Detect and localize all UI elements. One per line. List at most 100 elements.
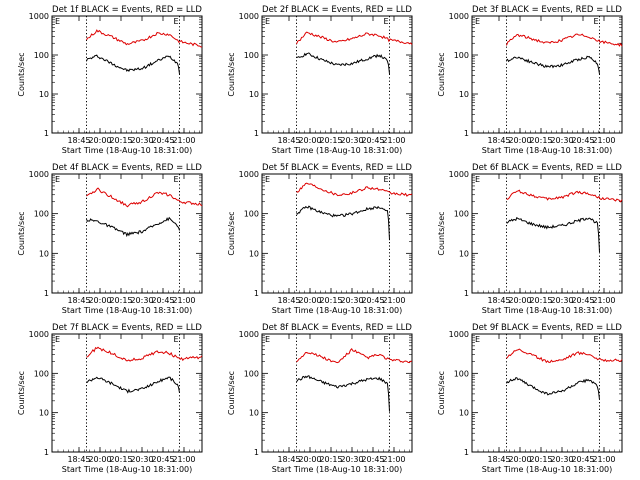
x-tick-label: 20:45 — [151, 136, 174, 145]
y-tick-label: 1000 — [449, 12, 469, 21]
y-tick-label: 10 — [39, 249, 49, 258]
x-tick-label: 20:00 — [298, 455, 321, 464]
x-tick-label: 20:00 — [508, 136, 531, 145]
y-tick-label: 1000 — [449, 330, 469, 339]
x-tick-label: 20:45 — [151, 455, 174, 464]
y-tick-label: 100 — [34, 369, 49, 378]
y-tick-label: 100 — [454, 51, 469, 60]
x-tick-label: 20:45 — [361, 136, 384, 145]
e-marker: E — [55, 335, 60, 344]
x-tick-label: 20:00 — [298, 136, 321, 145]
y-tick-label: 100 — [34, 51, 49, 60]
e-marker: E — [174, 17, 179, 26]
chart-panel-2: Det 2f BLACK = Events, RED = LLD 1 10 100 10… — [227, 5, 413, 155]
y-axis-label: Counts/sec — [17, 52, 26, 96]
x-tick-label: 18:45 — [487, 296, 510, 305]
chart-title: Det 1f BLACK = Events, RED = LLD — [52, 5, 202, 15]
x-tick-label: 20:00 — [508, 296, 531, 305]
y-tick-label: 1 — [254, 129, 259, 138]
chart-title: Det 2f BLACK = Events, RED = LLD — [262, 5, 412, 15]
x-axis-label: Start Time (18-Aug-10 18:31:00) — [272, 306, 403, 315]
y-tick-label: 1000 — [239, 12, 259, 21]
x-tick-label: 21:00 — [592, 455, 615, 464]
y-tick-label: 1000 — [239, 330, 259, 339]
e-marker: E — [594, 17, 599, 26]
chart-panel-1: Det 1f BLACK = Events, RED = LLD 1 10 100 10… — [17, 5, 203, 155]
plot-frame — [51, 15, 203, 134]
plot-frame — [261, 15, 413, 134]
plot-frame — [51, 333, 203, 453]
x-axis-label: Start Time (18-Aug-10 18:31:00) — [272, 465, 403, 474]
y-tick-label: 100 — [244, 51, 259, 60]
x-axis-label: Start Time (18-Aug-10 18:31:00) — [62, 146, 193, 155]
y-tick-label: 1 — [254, 448, 259, 457]
y-tick-label: 1000 — [239, 170, 259, 179]
x-tick-label: 20:15 — [319, 136, 342, 145]
y-tick-label: 1000 — [449, 170, 469, 179]
x-tick-label: 21:00 — [382, 455, 405, 464]
x-tick-label: 18:45 — [277, 455, 300, 464]
x-tick-label: 20:00 — [508, 455, 531, 464]
x-tick-label: 20:00 — [298, 296, 321, 305]
lld-series-line — [506, 189, 623, 203]
x-tick-label: 20:30 — [340, 136, 363, 145]
e-marker: E — [174, 335, 179, 344]
y-axis-label: Counts/sec — [437, 52, 446, 96]
x-tick-label: 18:45 — [277, 296, 300, 305]
x-axis-label: Start Time (18-Aug-10 18:31:00) — [482, 306, 613, 315]
lld-series-line — [506, 348, 623, 364]
chart-title: Det 7f BLACK = Events, RED = LLD — [52, 323, 202, 333]
e-marker: E — [475, 175, 480, 184]
x-tick-label: 20:00 — [88, 136, 111, 145]
x-tick-label: 18:45 — [67, 296, 90, 305]
y-tick-label: 100 — [244, 369, 259, 378]
e-marker: E — [55, 175, 60, 184]
x-tick-label: 20:15 — [109, 296, 132, 305]
y-tick-label: 10 — [39, 90, 49, 99]
y-tick-label: 10 — [249, 90, 259, 99]
e-marker: E — [594, 175, 599, 184]
e-marker: E — [265, 17, 270, 26]
x-tick-label: 20:15 — [109, 455, 132, 464]
y-tick-label: 1 — [44, 448, 49, 457]
y-axis-label: Counts/sec — [437, 371, 446, 415]
y-tick-label: 1 — [44, 289, 49, 298]
x-tick-label: 18:45 — [277, 136, 300, 145]
events-series-line — [296, 52, 390, 75]
x-tick-label: 21:00 — [382, 136, 405, 145]
x-tick-label: 20:15 — [529, 136, 552, 145]
y-tick-label: 1 — [44, 129, 49, 138]
x-tick-label: 20:30 — [340, 296, 363, 305]
events-series-line — [506, 55, 600, 75]
x-tick-label: 20:00 — [88, 455, 111, 464]
events-series-line — [506, 216, 600, 253]
y-tick-label: 10 — [249, 249, 259, 258]
plot-frame — [471, 173, 623, 294]
x-axis-label: Start Time (18-Aug-10 18:31:00) — [482, 465, 613, 474]
x-tick-label: 20:30 — [550, 296, 573, 305]
x-tick-label: 20:15 — [529, 296, 552, 305]
chart-title: Det 3f BLACK = Events, RED = LLD — [472, 5, 622, 15]
lld-series-line — [296, 347, 412, 364]
lld-series-line — [296, 182, 413, 197]
y-tick-label: 10 — [249, 409, 259, 418]
x-tick-label: 20:45 — [571, 455, 594, 464]
events-series-line — [86, 54, 180, 75]
y-tick-label: 1 — [254, 289, 259, 298]
x-tick-label: 21:00 — [172, 455, 195, 464]
events-series-line — [506, 377, 600, 400]
y-tick-label: 1 — [464, 129, 469, 138]
plot-frame — [261, 333, 413, 453]
y-axis-label: Counts/sec — [227, 52, 236, 96]
x-tick-label: 18:45 — [487, 136, 510, 145]
x-tick-label: 20:45 — [151, 296, 174, 305]
events-series-line — [296, 375, 390, 412]
chart-title: Det 9f BLACK = Events, RED = LLD — [472, 323, 622, 333]
chart-title: Det 5f BLACK = Events, RED = LLD — [262, 163, 412, 173]
x-tick-label: 20:45 — [361, 296, 384, 305]
y-tick-label: 10 — [459, 409, 469, 418]
chart-panel-6: Det 6f BLACK = Events, RED = LLD 1 10 100 10… — [437, 163, 623, 315]
y-axis-label: Counts/sec — [227, 211, 236, 255]
e-marker: E — [265, 175, 270, 184]
